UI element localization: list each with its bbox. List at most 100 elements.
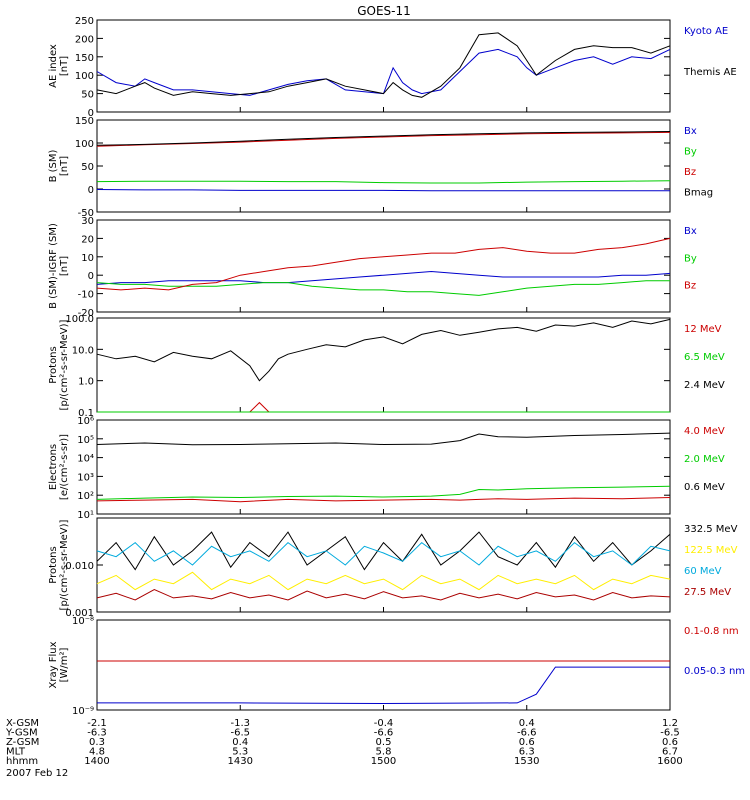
y-tick-label: 10⁵ <box>77 435 94 446</box>
y-axis-label-line: Electrons <box>48 444 59 490</box>
series-themis-ae <box>97 33 670 97</box>
y-tick-label: 10⁶ <box>77 416 94 427</box>
y-axis-label: B (SM)-IGRF (SM)[nT] <box>48 223 70 309</box>
y-tick-label: 150 <box>75 116 94 127</box>
y-axis-label: AE index[nT] <box>48 44 70 88</box>
y-tick-label: 100 <box>75 71 94 82</box>
y-tick-label: 10² <box>77 491 94 502</box>
y-axis-label: B (SM)[nT] <box>48 149 70 182</box>
legend-122-5-mev: 122.5 MeV <box>684 545 738 556</box>
panel-4: 0.11.010.0100.0Protons[p/(cm²-s-sr-MeV)]… <box>48 314 725 419</box>
y-axis-label: Electrons[e/(cm²-s-sr)] <box>48 434 70 500</box>
y-tick-label: 10¹ <box>77 510 94 521</box>
legend-by: By <box>684 253 697 264</box>
ephemeris-value: 1600 <box>657 756 682 767</box>
y-axis-label-line: Protons <box>48 346 59 383</box>
panel-5: 10¹ 10² 10³ 10⁴ 10⁵ 10⁶ Electrons[e/(cm²-s-sr)… <box>48 416 725 521</box>
series-bz <box>97 132 670 146</box>
legend-bz: Bz <box>684 281 696 292</box>
panel-6: 0.0010.010Protons[p/(cm²-s-sr-MeV)] 332.5… <box>48 518 738 619</box>
legend-themis-ae: Themis AE <box>683 67 737 78</box>
series-4-0-mev <box>97 498 670 502</box>
y-tick-label: 10³ <box>77 472 94 483</box>
y-axis-label-line: [nT] <box>59 156 70 176</box>
legend-by: By <box>684 147 697 158</box>
series-0-05-0-3-nm <box>97 667 670 703</box>
y-tick-label: 150 <box>75 53 94 64</box>
y-tick-label: 50 <box>81 162 94 173</box>
y-axis-label-line: [nT] <box>59 56 70 76</box>
series-bz <box>97 238 670 290</box>
y-axis-label-line: [p/(cm²-s-sr-MeV)] <box>59 519 70 610</box>
legend-0-05-0-3-nm: 0.05-0.3 nm <box>684 666 745 677</box>
y-tick-label: 100 <box>75 139 94 150</box>
legend-bz: Bz <box>684 167 696 178</box>
y-axis-label-line: AE index <box>48 44 59 88</box>
y-tick-label: 10 <box>81 253 94 264</box>
panel-3: -20-100102030B (SM)-IGRF (SM)[nT]BxByBz <box>48 216 697 319</box>
y-tick-label: 10.0 <box>72 345 94 356</box>
legend-332-5-mev: 332.5 MeV <box>684 524 738 535</box>
series-332-5-mev <box>97 532 670 570</box>
series-kyoto-ae <box>97 49 670 95</box>
series-by <box>97 181 670 183</box>
y-axis-label-line: [W/m²] <box>59 647 70 682</box>
legend-4-0-mev: 4.0 MeV <box>684 426 725 437</box>
y-axis-label-line: Protons <box>48 546 59 583</box>
legend-kyoto-ae: Kyoto AE <box>684 26 728 37</box>
date-label: 2007 Feb 12 <box>6 768 68 779</box>
series-by <box>97 281 670 296</box>
ephemeris-value: 1400 <box>84 756 109 767</box>
legend-60-mev: 60 MeV <box>684 566 722 577</box>
legend-12-mev: 12 MeV <box>684 324 722 335</box>
y-axis-label-line: [e/(cm²-s-sr)] <box>59 434 70 500</box>
panel-4-frame <box>97 318 670 412</box>
y-tick-label: -10 <box>78 290 94 301</box>
legend-bmag: Bmag <box>684 188 713 199</box>
legend-bx: Bx <box>684 226 697 237</box>
panel-2: -50 0 50 100 150 B (SM)[nT] Bx By Bz Bmag <box>48 116 713 219</box>
panel-3-frame <box>97 220 670 312</box>
series-122-5-mev <box>97 572 670 589</box>
panel-1-frame <box>97 20 670 112</box>
goes-11-stack-plot: GOES-11 050100150200250AE index[nT]Kyoto… <box>0 0 750 800</box>
panel-7-frame <box>97 620 670 710</box>
series-0-6-mev <box>97 433 670 445</box>
plot-title: GOES-11 <box>357 4 411 18</box>
y-axis-label-line: [nT] <box>59 256 70 276</box>
y-tick-label: 200 <box>75 34 94 45</box>
panel-2-frame <box>97 120 670 212</box>
y-tick-label: 20 <box>81 234 94 245</box>
ephemeris-value: 1430 <box>228 756 253 767</box>
y-axis-label-line: B (SM) <box>48 149 59 182</box>
y-tick-label: 10⁻⁸ <box>72 616 94 627</box>
legend-2-0-mev: 2.0 MeV <box>684 454 725 465</box>
y-tick-label: 250 <box>75 16 94 27</box>
series-60-mev <box>97 543 670 565</box>
y-axis-label: Protons[p/(cm²-s-sr-MeV)] <box>48 519 70 610</box>
y-axis-label-line: B (SM)-IGRF (SM) <box>48 223 59 309</box>
legend-0-6-mev: 0.6 MeV <box>684 482 725 493</box>
y-tick-label: 10⁴ <box>77 454 94 465</box>
series-2-0-mev <box>97 486 670 499</box>
y-tick-label: 1.0 <box>78 377 94 388</box>
legend-6-5-mev: 6.5 MeV <box>684 352 725 363</box>
series-bx <box>97 272 670 285</box>
panel-7: 10⁻⁹ 10⁻⁸ Xray Flux[W/m²] 0.1-0.8 nm 0.05-0.… <box>48 616 745 717</box>
y-tick-label: 0 <box>88 271 94 282</box>
legend-bx: Bx <box>684 126 697 137</box>
legend-0-1-0-8-nm: 0.1-0.8 nm <box>684 626 739 637</box>
y-axis-label: Protons[p/(cm²-s-sr-MeV)] <box>48 319 70 410</box>
y-tick-label: 10⁻⁹ <box>72 706 94 717</box>
y-tick-label: 50 <box>81 90 94 101</box>
series-27-5-mev <box>97 590 670 600</box>
panel-1: 0 50 100 150 200 250 AE index[nT] Kyoto AE Themi… <box>48 16 737 119</box>
ephemeris-label-hhmm: hhmm <box>6 756 38 767</box>
legend-2-4-mev: 2.4 MeV <box>684 380 725 391</box>
series-bx <box>97 190 670 191</box>
y-tick-label: 30 <box>81 216 94 227</box>
y-axis-label-line: [p/(cm²-s-sr-MeV)] <box>59 319 70 410</box>
ephemeris-value: 1500 <box>371 756 396 767</box>
y-axis-label-line: Xray Flux <box>48 641 59 688</box>
ephemeris-value: 1530 <box>514 756 539 767</box>
